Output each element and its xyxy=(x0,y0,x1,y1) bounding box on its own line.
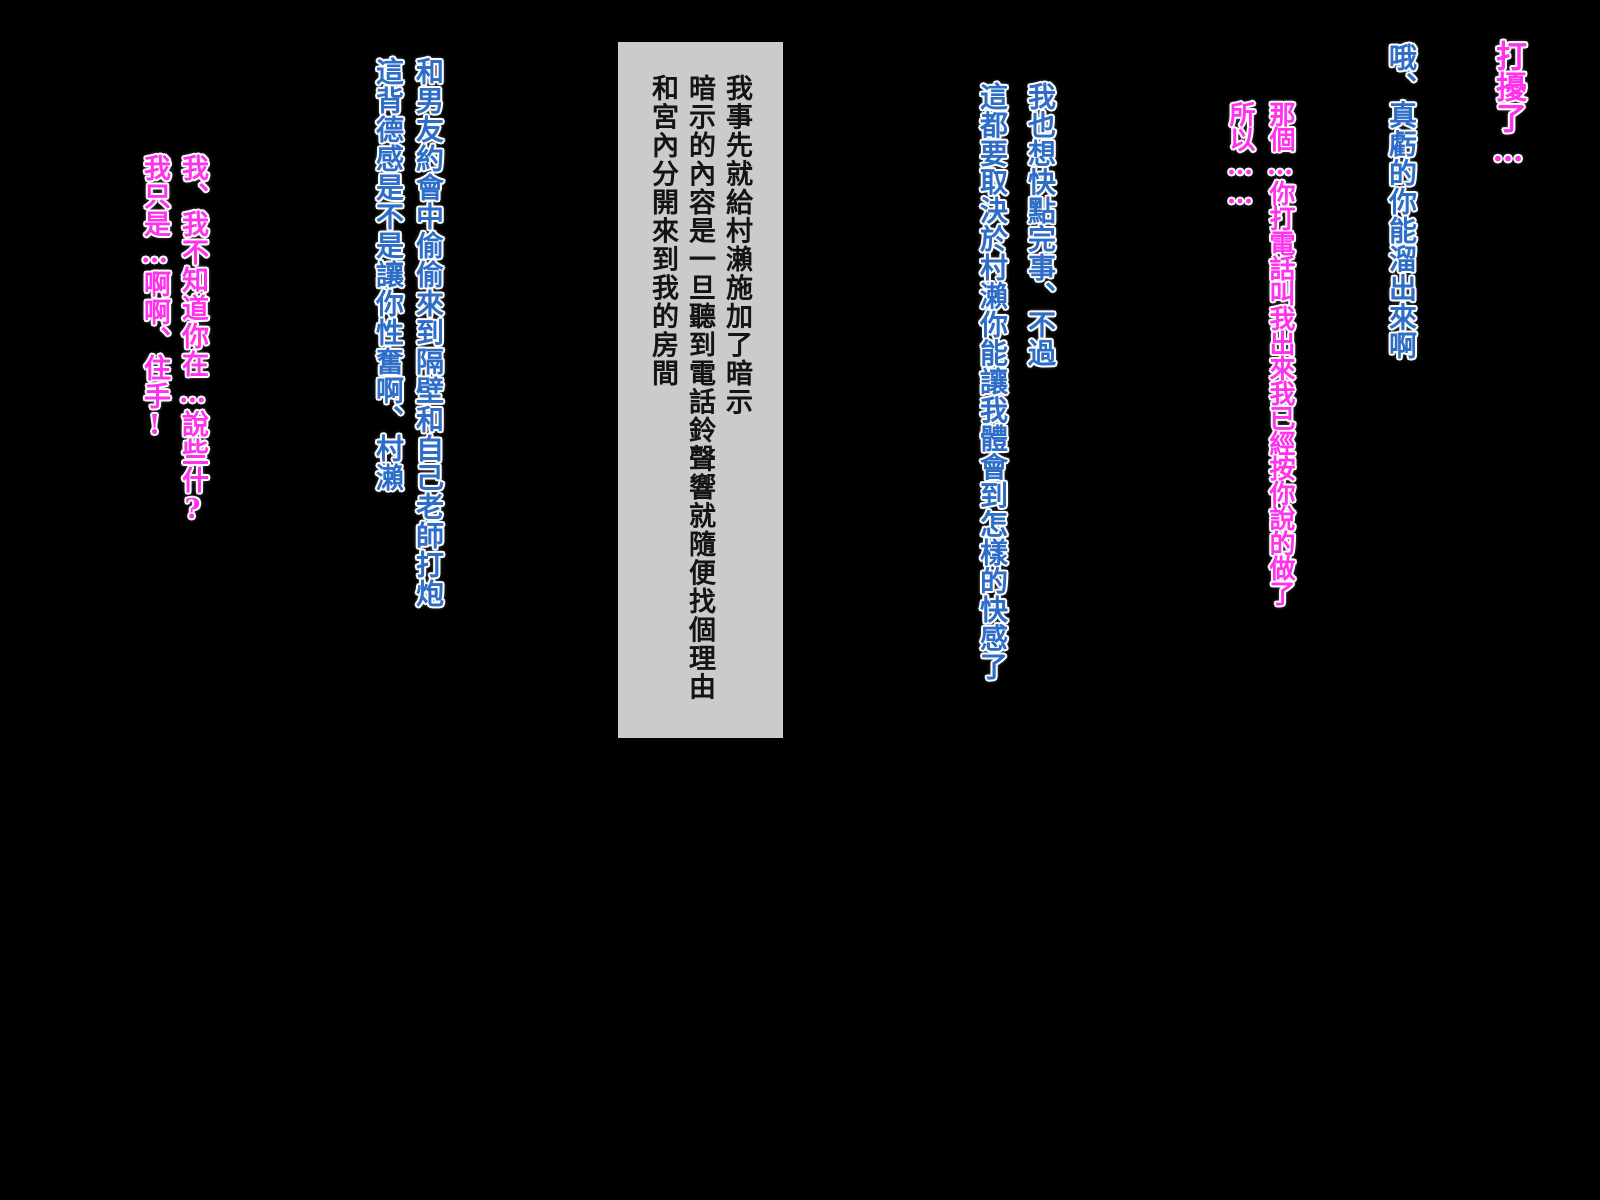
narration-box: 我事先就給村瀨施加了暗示 暗示的內容是一旦聽到電話鈴聲響就隨便找個理由 和宮內分… xyxy=(618,42,783,738)
speech-text-pink-2: 那個…你打電話叫我出來我已經按你說的做了 所以…… xyxy=(1225,101,1295,605)
speech-text-blue-2: 我也想快點完事、不過 這都要取決於村瀨你能讓我體會到怎樣的快感了 xyxy=(976,82,1057,681)
speech-text-blue-3: 和男友約會中偷偷來到隔壁和自己老師打炮 這背德感是不是讓你性奮啊、村瀨 xyxy=(372,57,445,608)
speech-text-blue-1: 哦、真虧的你能溜出來啊 xyxy=(1385,43,1418,360)
speech-text-pink-3: 我、我不知道你在…說些什? 我只是…啊啊、住手! xyxy=(139,154,208,526)
speech-text-pink-1: 打擾了… xyxy=(1490,40,1526,169)
narration-text: 我事先就給村瀨施加了暗示 暗示的內容是一旦聽到電話鈴聲響就隨便找個理由 和宮內分… xyxy=(647,74,752,701)
